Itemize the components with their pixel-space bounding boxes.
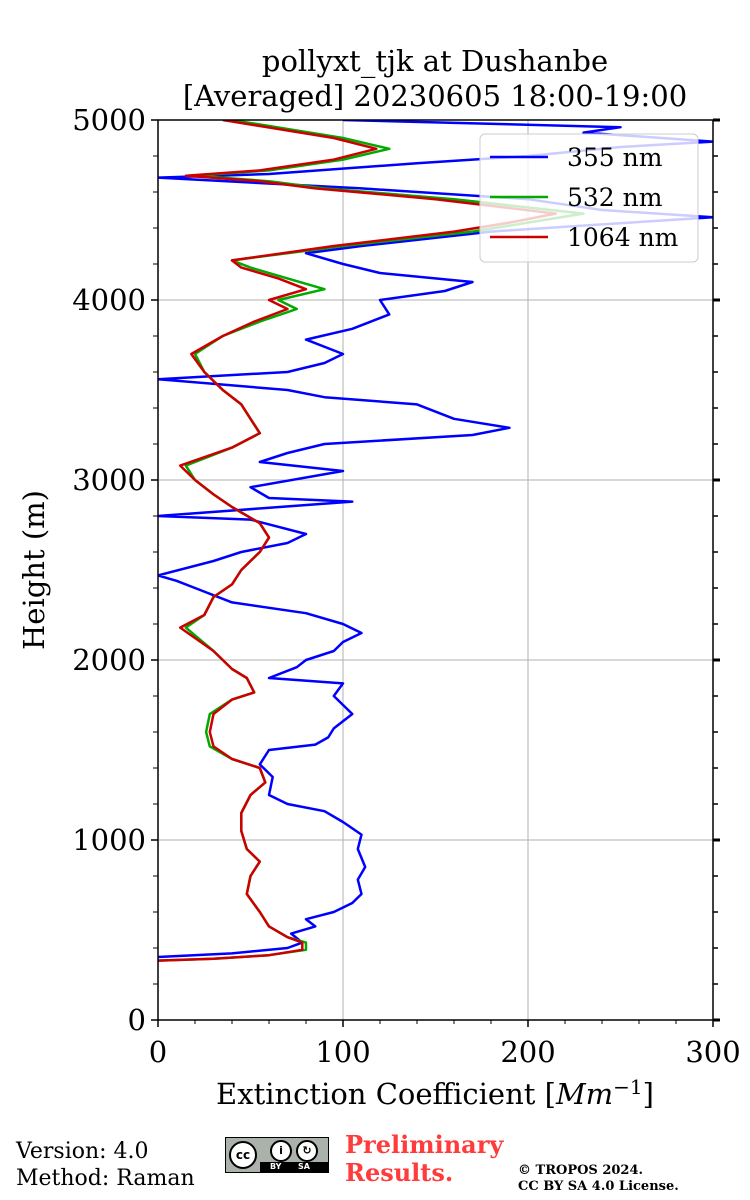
version-info: Version: 4.0 Method: Raman (16, 1138, 195, 1192)
plot-frame (157, 119, 714, 1021)
y-tick-labels: 0 1000 2000 3000 4000 5000 (72, 103, 146, 1037)
x-tick-label: 100 (315, 1035, 370, 1069)
legend-box (479, 133, 699, 263)
method-text: Method: Raman (16, 1166, 195, 1191)
sa-label: SA (298, 1162, 310, 1171)
axis-ticks (151, 118, 720, 1027)
x-axis-label: Extinction Coefficient [Mm−1] (216, 1075, 654, 1111)
license-bar: BY SA (260, 1162, 328, 1172)
copyright-line1: © TROPOS 2024. (518, 1163, 644, 1178)
x-tick-label: 200 (500, 1035, 555, 1069)
legend: 355 nm 532 nm 1064 nm (479, 133, 699, 263)
cc-license-badge: cc i ↻ BY SA (225, 1137, 329, 1173)
y-tick-label: 4000 (72, 283, 146, 317)
attribution-icon: i (270, 1140, 292, 1162)
y-tick-label: 1000 (72, 823, 146, 857)
legend-label: 532 nm (567, 183, 663, 212)
series-line-355-nm (158, 120, 713, 959)
lidar-extinction-chart: pollyxt_tjk at Dushanbe [Averaged] 20230… (17, 44, 741, 1111)
copyright-line2: CC BY SA 4.0 License. (518, 1179, 679, 1194)
cc-icon: cc (229, 1141, 257, 1169)
y-tick-label: 5000 (72, 103, 146, 137)
share-alike-icon: ↻ (296, 1140, 318, 1162)
y-tick-label: 0 (128, 1003, 146, 1037)
version-text: Version: 4.0 (16, 1139, 149, 1164)
preliminary-line2: Results. (345, 1158, 454, 1187)
x-tick-labels: 0 100 200 300 (149, 1035, 741, 1069)
chart-title-line2: [Averaged] 20230605 18:00-19:00 (183, 79, 687, 113)
preliminary-notice: Preliminary Results. (345, 1131, 503, 1187)
y-tick-label: 2000 (72, 643, 146, 677)
preliminary-line1: Preliminary (345, 1130, 504, 1159)
copyright-notice: © TROPOS 2024. CC BY SA 4.0 License. (518, 1163, 679, 1195)
gridlines (158, 120, 713, 1020)
y-axis-label: Height (m) (17, 490, 51, 650)
x-tick-label: 0 (149, 1035, 167, 1069)
legend-label: 1064 nm (567, 223, 679, 252)
chart-title-line1: pollyxt_tjk at Dushanbe (262, 44, 608, 79)
by-label: BY (270, 1162, 282, 1171)
x-tick-label: 300 (685, 1035, 740, 1069)
y-tick-label: 3000 (72, 463, 146, 497)
legend-label: 355 nm (567, 143, 663, 172)
